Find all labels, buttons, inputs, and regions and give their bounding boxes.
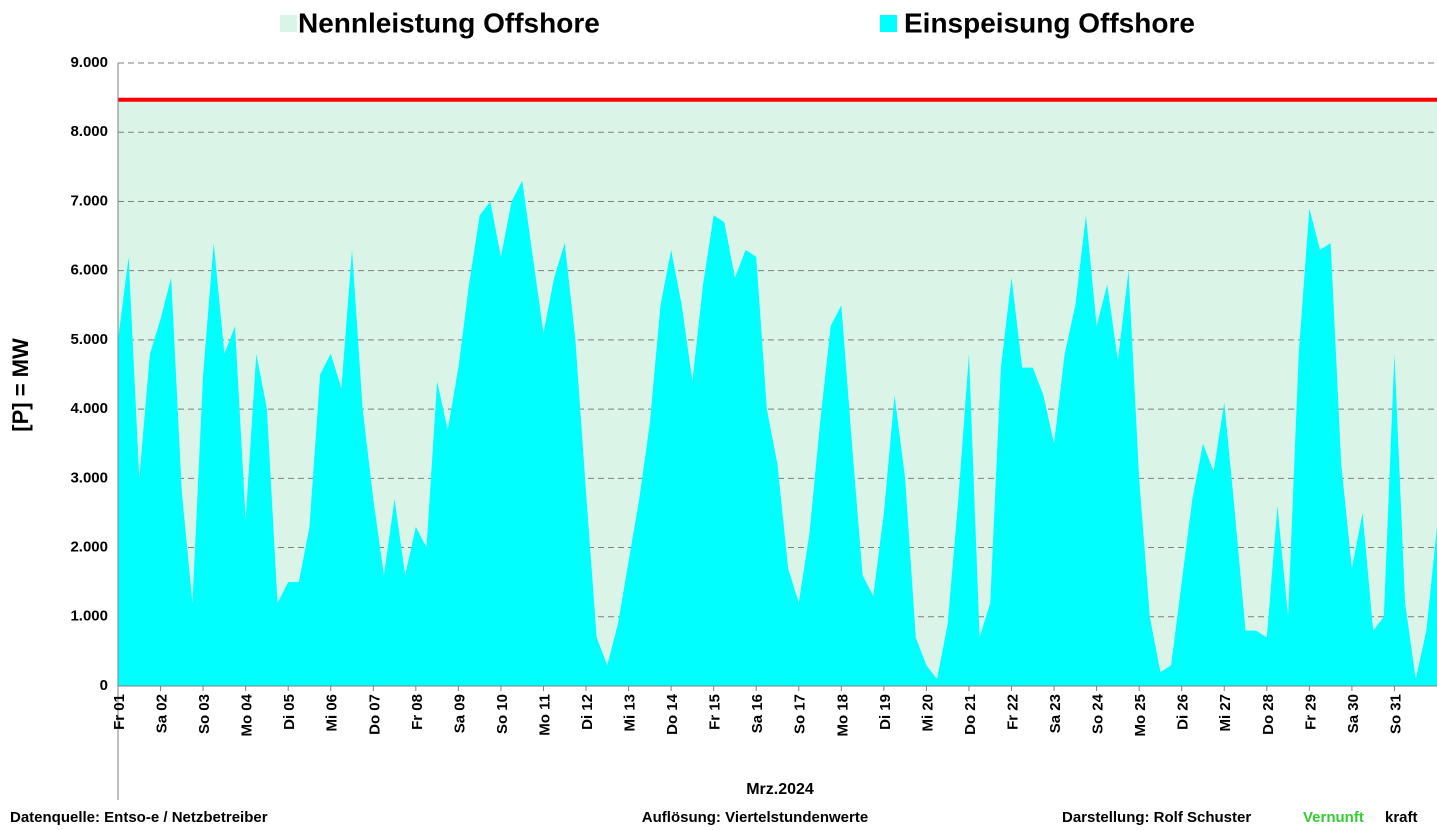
y-tick-label: 3.000 — [70, 469, 108, 486]
legend-label: Nennleistung Offshore — [298, 7, 600, 38]
footer-source: Datenquelle: Entso-e / Netzbetreiber — [10, 809, 268, 826]
feed-in-area — [118, 180, 1437, 686]
x-tick-label: Do 07 — [366, 694, 383, 735]
y-tick-label: 4.000 — [70, 400, 108, 417]
x-tick-label: Mo 04 — [239, 693, 256, 736]
x-tick-label: Sa 16 — [749, 694, 766, 733]
y-tick-label: 8.000 — [70, 123, 108, 140]
x-tick-label: Mo 25 — [1132, 694, 1149, 737]
y-tick-label: 0 — [100, 677, 108, 694]
x-tick-label: Di 05 — [281, 694, 298, 730]
footer-resolution: Auflösung: Viertelstundenwerte — [642, 809, 868, 826]
y-axis-label: [P] = MW — [8, 338, 33, 432]
x-tick-label: Fr 22 — [1004, 694, 1021, 730]
x-tick-label: Fr 01 — [111, 694, 128, 730]
x-tick-label: Sa 09 — [451, 694, 468, 733]
x-tick-label: So 10 — [494, 694, 511, 734]
x-tick-label: Mi 27 — [1217, 694, 1234, 732]
footer-author: Darstellung: Rolf Schuster — [1062, 809, 1251, 826]
y-tick-label: 6.000 — [70, 262, 108, 279]
x-axis-label: Mrz.2024 — [746, 781, 814, 798]
x-tick-label: Do 28 — [1260, 694, 1277, 735]
x-tick-label: So 31 — [1387, 694, 1404, 734]
x-tick-label: Fr 08 — [409, 694, 426, 730]
brand: Vernunft — [1303, 809, 1364, 826]
x-tick-label: Mo 18 — [834, 694, 851, 737]
x-tick-label: Fr 29 — [1302, 694, 1319, 730]
x-tick-label: Di 12 — [579, 694, 596, 730]
y-tick-label: 7.000 — [70, 192, 108, 209]
y-tick-label: 2.000 — [70, 539, 108, 556]
legend-swatch-feed — [880, 15, 897, 32]
x-tick-label: So 24 — [1090, 693, 1107, 734]
x-tick-label: So 03 — [196, 694, 213, 734]
y-tick-label: 9.000 — [70, 54, 108, 71]
x-tick-label: Mi 13 — [622, 694, 639, 732]
y-tick-label: 1.000 — [70, 608, 108, 625]
brand: kraft — [1385, 809, 1418, 826]
x-tick-label: Di 26 — [1175, 694, 1192, 730]
x-tick-label: Mi 06 — [324, 694, 341, 732]
plot — [118, 62, 1437, 687]
x-tick-label: So 17 — [792, 694, 809, 734]
x-tick-label: Fr 15 — [707, 694, 724, 730]
x-tick-label: Sa 30 — [1345, 694, 1362, 733]
x-tick-label: Mi 20 — [919, 694, 936, 732]
x-tick-label: Mo 11 — [536, 694, 553, 736]
legend-label: Einspeisung Offshore — [904, 7, 1195, 38]
x-tick-label: Sa 23 — [1047, 694, 1064, 733]
legend-swatch-capacity — [280, 15, 297, 32]
x-tick-label: Do 14 — [664, 693, 681, 735]
x-tick-label: Do 21 — [962, 694, 979, 735]
x-tick-label: Sa 02 — [154, 694, 171, 733]
y-tick-label: 5.000 — [70, 331, 108, 348]
x-tick-label: Di 19 — [877, 694, 894, 730]
